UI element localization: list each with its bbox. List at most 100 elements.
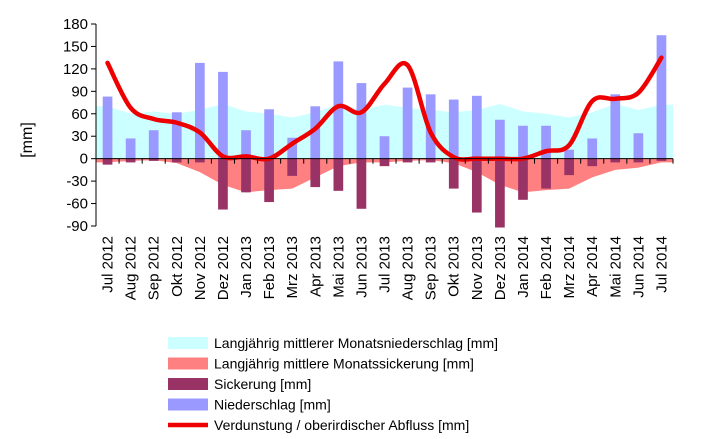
sickerung-bar [379,158,390,167]
sickerung-bar [610,158,621,163]
legend-swatch [168,337,208,349]
x-tick-label: Sep 2013 [423,236,440,300]
axes [91,23,674,227]
sickerung-bar [541,158,551,189]
line-layer [105,55,664,162]
y-tick-label: -60 [66,196,88,213]
niederschlag-bar [171,112,182,159]
niederschlag-bar [333,61,344,159]
verdunstung-line [105,55,664,162]
sickerung-bar [471,158,482,213]
x-tick-label: Nov 2013 [469,236,486,300]
x-tick-label: Apr 2013 [307,236,324,297]
legend-label: Sickerung [mm] [214,376,311,392]
y-tick-label: 150 [63,38,88,55]
x-tick-label: Aug 2013 [400,236,417,300]
sickerung-bar [518,158,528,200]
legend: Langjährig mittlerer Monatsniederschlag … [168,335,498,433]
x-tick-label: Sep 2012 [146,236,163,300]
niederschlag-bar [125,138,136,159]
niederschlag-bar [633,133,644,159]
niederschlag-bar [425,94,436,159]
niederschlag-bar [195,62,205,159]
y-axis-label: [mm] [19,122,36,158]
x-tick-label: Jan 2014 [515,236,532,298]
x-tick-label: Mrz 2014 [561,236,578,299]
legend-swatch [168,357,208,370]
niederschlag-bar [518,125,528,159]
x-tick-labels: Jul 2012 Aug 2012 Sep 2012 Okt 2012 Nov 2012… [100,236,671,300]
niederschlag-bar [471,95,482,159]
y-tick-label: 180 [63,16,88,33]
area-layer [96,104,673,193]
y-tick-label: 30 [71,128,88,145]
niederschlag-bar [495,119,505,159]
x-tick-label: Nov 2012 [192,236,209,300]
sickerung-bar [633,158,644,163]
x-tick-label: Mrz 2013 [284,236,301,299]
sickerung-bar [402,158,413,163]
niederschlag-bar [402,87,413,159]
sickerung-bar [587,158,598,167]
y-tick-label: -90 [66,218,88,235]
sickerung-bar-layer [102,158,667,228]
x-tick-label: Jul 2014 [653,236,670,293]
sickerung-bar [333,158,344,191]
x-tick-label: Aug 2012 [123,236,140,300]
niederschlag-bar [564,149,574,159]
sickerung-bar [125,158,136,163]
x-tick-label: Apr 2014 [584,236,601,297]
niederschlag-bar-layer [102,35,667,159]
sickerung-bar [310,158,321,188]
sickerung-bar [495,158,505,228]
area-series-0 [96,104,673,159]
sickerung-bar [241,158,251,193]
x-tick-label: Jan 2013 [238,236,255,298]
niederschlag-bar [148,130,159,159]
sickerung-bar [287,158,298,176]
niederschlag-bar [587,138,598,159]
x-tick-label: Mai 2014 [607,236,624,298]
legend-swatch [168,378,208,390]
sickerung-bar [102,158,113,165]
x-tick-label: Jul 2012 [100,236,117,293]
legend-label: Niederschlag [mm] [214,397,331,413]
legend-label: Langjährig mittlere Monatssickerung [mm] [214,356,474,372]
sickerung-bar [195,158,205,163]
legend-swatch [168,398,208,411]
sickerung-bar [425,158,436,163]
niederschlag-bar [610,94,621,159]
sickerung-bar [564,158,574,176]
sickerung-bar [656,158,667,161]
y-tick-labels: -90 -60 -30 0 30 60 90 120 150 180 [63,16,88,235]
x-tick-label: Jul 2013 [377,236,394,293]
y-tick-label: 90 [71,83,88,100]
sickerung-bar [448,158,459,189]
legend-label: Langjährig mittlerer Monatsniederschlag … [214,335,498,351]
niederschlag-bar [218,71,228,159]
x-tick-label: Okt 2012 [169,236,186,297]
sickerung-bar [218,158,228,210]
x-tick-label: Jun 2013 [353,236,370,298]
niederschlag-bar [656,35,667,159]
x-tick-label: Feb 2013 [261,236,278,299]
niederschlag-bar [287,137,298,159]
niederschlag-bar [356,83,367,159]
niederschlag-bar [541,125,551,159]
legend-label: Verdunstung / oberirdischer Abfluss [mm] [214,417,469,433]
x-tick-label: Mai 2013 [330,236,347,298]
y-tick-label: 60 [71,106,88,123]
x-tick-label: Dez 2013 [492,236,509,300]
y-tick-label: -30 [66,173,88,190]
sickerung-bar [264,158,274,203]
x-tick-label: Jun 2014 [630,236,647,298]
x-tick-label: Feb 2014 [538,236,555,299]
niederschlag-bar [102,96,113,159]
x-tick-label: Dez 2012 [215,236,232,300]
niederschlag-bar [241,130,251,159]
niederschlag-bar [379,136,390,159]
x-tick-label: Okt 2013 [446,236,463,297]
y-tick-label: 120 [63,61,88,78]
